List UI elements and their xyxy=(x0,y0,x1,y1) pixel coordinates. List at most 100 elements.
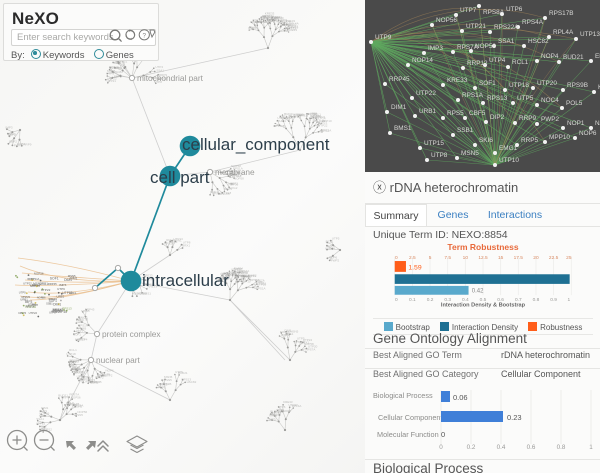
svg-text:NOP4: NOP4 xyxy=(541,53,559,60)
svg-text:EMG1: EMG1 xyxy=(499,145,518,152)
svg-text:MSN5: MSN5 xyxy=(290,330,299,334)
svg-text:UTP9: UTP9 xyxy=(19,290,26,294)
svg-text:BMS1: BMS1 xyxy=(394,125,412,132)
svg-text:UTP18: UTP18 xyxy=(70,365,80,369)
svg-text:0.1: 0.1 xyxy=(409,297,416,303)
svg-text:SSA1: SSA1 xyxy=(156,69,164,73)
svg-text:SOF1: SOF1 xyxy=(69,291,77,295)
svg-text:7.5: 7.5 xyxy=(444,255,451,261)
svg-text:NOP56: NOP56 xyxy=(37,295,46,299)
svg-text:RPL4A: RPL4A xyxy=(292,404,302,408)
svg-text:0.8: 0.8 xyxy=(533,297,540,303)
svg-text:SSA1: SSA1 xyxy=(498,38,515,45)
svg-text:IMP3: IMP3 xyxy=(59,283,67,287)
svg-text:RRP9: RRP9 xyxy=(61,395,69,399)
svg-text:RRP9: RRP9 xyxy=(519,115,536,122)
svg-text:RPS9B: RPS9B xyxy=(69,359,79,363)
svg-text:0.2: 0.2 xyxy=(467,444,476,450)
svg-text:UTP6: UTP6 xyxy=(506,6,523,13)
svg-text:RPS4A: RPS4A xyxy=(522,19,544,26)
svg-text:0.23: 0.23 xyxy=(507,413,522,422)
svg-text:UTP22: UTP22 xyxy=(29,311,38,315)
svg-text:17.5: 17.5 xyxy=(514,255,524,261)
svg-text:UTP13: UTP13 xyxy=(580,31,600,38)
svg-text:Molecular Function: Molecular Function xyxy=(377,430,439,439)
svg-text:0: 0 xyxy=(395,255,398,261)
svg-text:NOP56: NOP56 xyxy=(34,271,44,275)
svg-text:URB1: URB1 xyxy=(20,297,28,301)
svg-text:NOC4: NOC4 xyxy=(541,97,559,104)
svg-text:0: 0 xyxy=(395,297,398,303)
svg-text:10: 10 xyxy=(463,255,469,261)
svg-text:0: 0 xyxy=(439,444,443,450)
svg-text:HSC82: HSC82 xyxy=(528,38,549,45)
svg-text:NOP14: NOP14 xyxy=(412,57,433,64)
svg-text:KRE33: KRE33 xyxy=(288,28,298,32)
svg-text:MSN5: MSN5 xyxy=(74,405,83,409)
svg-text:NAN1: NAN1 xyxy=(174,238,182,242)
svg-text:SOF1: SOF1 xyxy=(50,277,59,281)
svg-text:CBF5: CBF5 xyxy=(469,110,486,117)
svg-text:MAK21: MAK21 xyxy=(78,315,88,319)
svg-text:UTP22: UTP22 xyxy=(416,90,436,97)
svg-text:UTP20: UTP20 xyxy=(78,377,88,381)
svg-text:PWP2: PWP2 xyxy=(95,375,104,379)
svg-text:NOP6: NOP6 xyxy=(283,409,292,413)
svg-text:NOP1: NOP1 xyxy=(567,120,585,127)
svg-text:HSC82: HSC82 xyxy=(187,380,197,384)
svg-text:URB1: URB1 xyxy=(57,294,65,298)
svg-text:NOP6: NOP6 xyxy=(579,130,597,137)
svg-text:Interaction Density & Bootstra: Interaction Density & Bootstrap xyxy=(441,302,526,308)
svg-text:KRE33: KRE33 xyxy=(447,77,468,84)
svg-text:DIM1: DIM1 xyxy=(391,104,407,111)
svg-text:IMP3: IMP3 xyxy=(328,244,335,248)
svg-text:RPS1A: RPS1A xyxy=(256,287,266,291)
svg-text:Cellular Component: Cellular Component xyxy=(378,413,443,422)
svg-text:?: ? xyxy=(143,33,147,40)
svg-text:UTP9: UTP9 xyxy=(57,287,65,291)
svg-text:UTP21: UTP21 xyxy=(466,23,486,30)
svg-text:22.5: 22.5 xyxy=(549,255,559,261)
svg-text:RRP45: RRP45 xyxy=(48,282,57,286)
svg-text:15: 15 xyxy=(498,255,504,261)
svg-text:2.5: 2.5 xyxy=(409,255,416,261)
svg-text:RPS1A: RPS1A xyxy=(78,324,88,328)
svg-text:MPP10: MPP10 xyxy=(322,119,332,123)
svg-text:0.6: 0.6 xyxy=(527,444,536,450)
svg-text:SOF1: SOF1 xyxy=(114,66,122,70)
svg-text:MSN5: MSN5 xyxy=(75,413,84,417)
svg-text:Biological Process: Biological Process xyxy=(373,391,433,400)
svg-text:RPS13: RPS13 xyxy=(487,95,508,102)
svg-text:DIM1: DIM1 xyxy=(41,406,48,410)
svg-text:RRS1: RRS1 xyxy=(299,114,307,118)
svg-text:25: 25 xyxy=(566,255,572,261)
svg-text:UTP13: UTP13 xyxy=(36,421,46,425)
svg-text:RRP45: RRP45 xyxy=(85,307,95,311)
svg-text:NAN1: NAN1 xyxy=(595,120,600,127)
svg-text:RRP45: RRP45 xyxy=(56,310,67,314)
svg-text:RPS17B: RPS17B xyxy=(549,10,574,17)
svg-text:RPS5: RPS5 xyxy=(447,110,464,117)
svg-text:UTP15: UTP15 xyxy=(424,140,444,147)
svg-text:UTP5: UTP5 xyxy=(332,236,340,240)
svg-text:MPP10: MPP10 xyxy=(549,134,570,141)
svg-text:1: 1 xyxy=(568,297,571,303)
svg-text:UTP4: UTP4 xyxy=(489,57,506,64)
svg-text:SSB1: SSB1 xyxy=(457,127,474,134)
svg-text:5: 5 xyxy=(429,255,432,261)
svg-text:RRP12: RRP12 xyxy=(467,60,488,67)
svg-text:NOP6: NOP6 xyxy=(329,255,338,259)
svg-text:1: 1 xyxy=(589,444,593,450)
svg-text:0.4: 0.4 xyxy=(497,444,506,450)
svg-text:IMP3: IMP3 xyxy=(428,45,443,52)
svg-text:MSN5: MSN5 xyxy=(164,375,173,379)
svg-text:UTP18: UTP18 xyxy=(509,82,529,89)
svg-text:BUD21: BUD21 xyxy=(178,371,188,375)
svg-text:UTP9: UTP9 xyxy=(375,34,392,41)
svg-text:RPS7A: RPS7A xyxy=(306,348,316,352)
svg-text:NOP58: NOP58 xyxy=(234,177,244,181)
svg-text:ENP1: ENP1 xyxy=(595,53,600,60)
svg-text:BUD21: BUD21 xyxy=(76,370,86,374)
svg-text:0: 0 xyxy=(441,430,445,439)
svg-text:EBP2: EBP2 xyxy=(9,140,17,144)
